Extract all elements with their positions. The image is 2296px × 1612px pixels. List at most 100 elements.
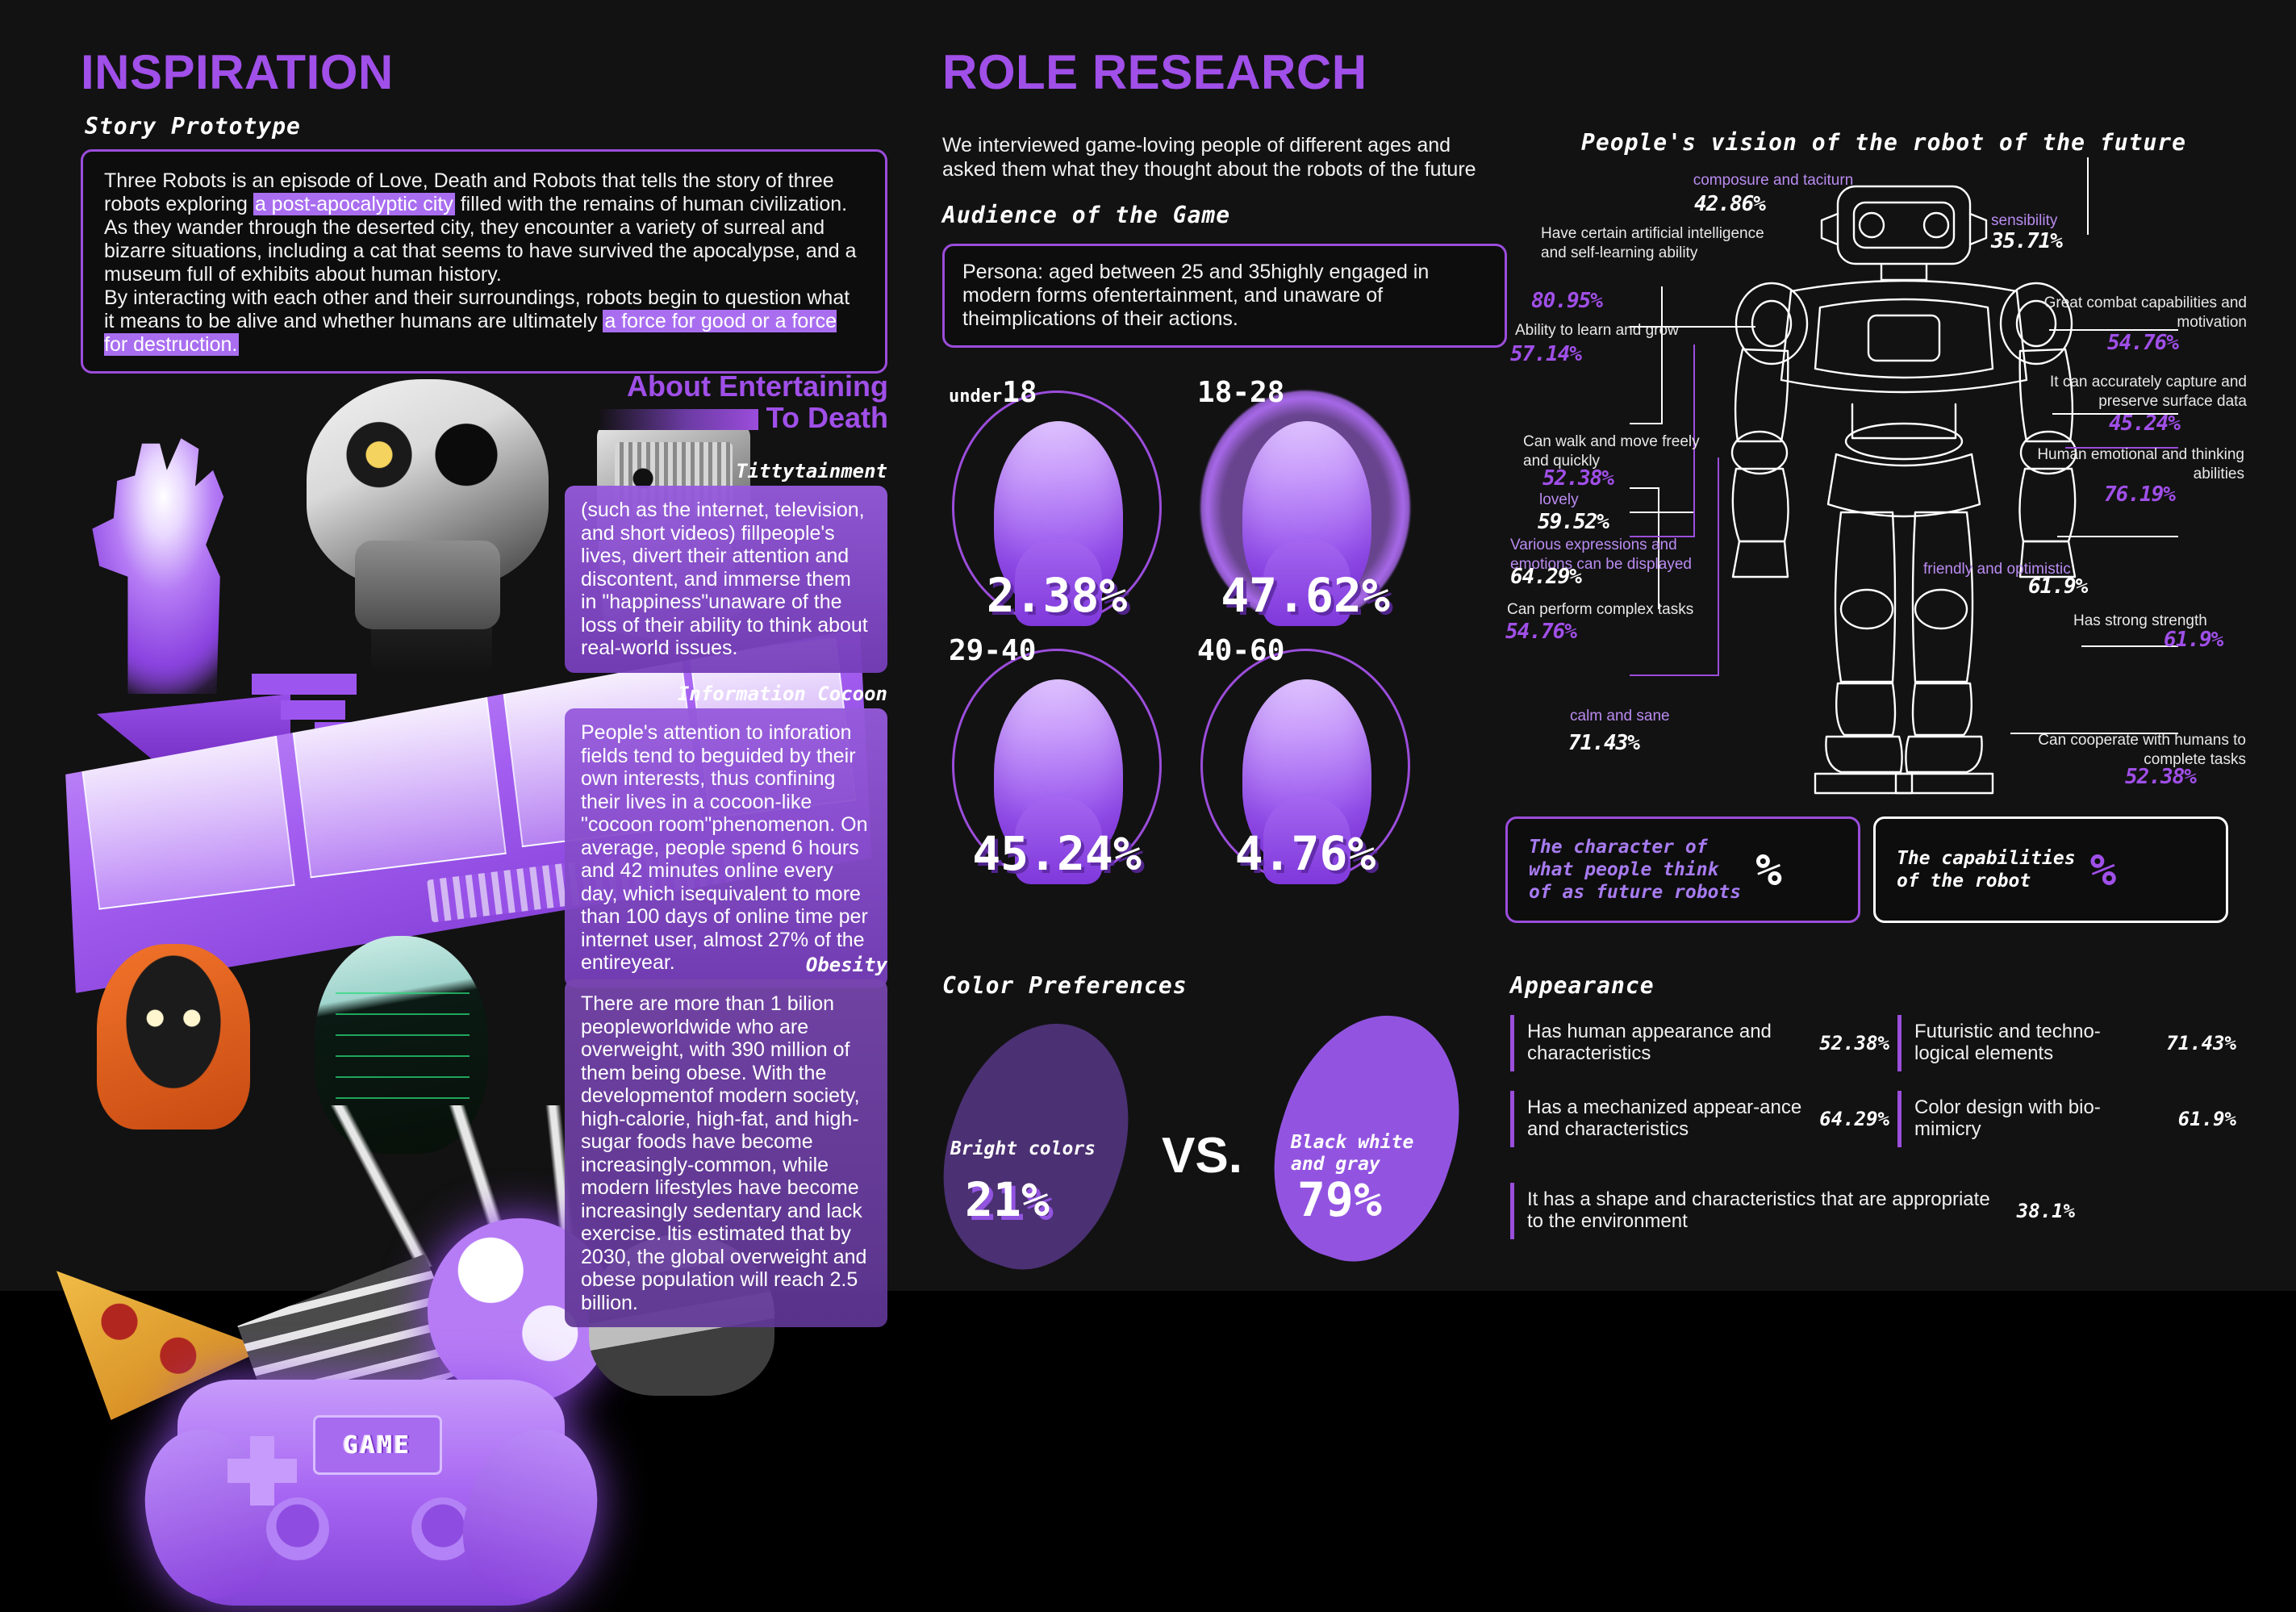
color-pref-left-value: 21% [965, 1172, 1050, 1227]
robot-diagram-illustration [1630, 157, 2178, 795]
age-group-label-29-40: 29-40 [949, 634, 1037, 667]
story-paragraph-2: By interacting with each other and their… [104, 286, 864, 357]
legend-character-line2: what people think [1529, 858, 1719, 880]
analog-stick-right [411, 1497, 474, 1560]
age-percentage-40-60: 4.76% [1234, 826, 1376, 881]
avatar [994, 421, 1123, 626]
robot-label-ability-to-learn-and-grow: Ability to learn and grow [1515, 322, 1679, 339]
age-group-18-28: 18-28 47.62% [1192, 376, 1418, 626]
age-value-18: 18 [1002, 376, 1037, 409]
age-group-label-40-60: 40-60 [1197, 634, 1285, 667]
robot-label-can-walk-and-move-freely: Can walk and move freely and quickly [1523, 433, 1700, 470]
robot-value-artificial-intelligence: 80.95% [1531, 289, 1603, 313]
robot-value-has-strong-strength: 61.9% [2164, 628, 2223, 652]
legend-capability-text: The capabilities of the robot [1897, 847, 2076, 892]
legend-capability-box: The capabilities of the robot % [1873, 816, 2228, 923]
robot-value-composure-and-taciturn: 42.86% [1694, 192, 1766, 216]
avatar [1242, 679, 1371, 884]
color-preferences-label: Color Preferences [942, 972, 1188, 999]
robot-value-ability-to-learn-and-grow: 57.14% [1510, 342, 1582, 366]
robot-value-can-walk-and-move-freely: 52.38% [1542, 466, 1614, 491]
legend-character-percent-symbol: % [1755, 844, 1782, 896]
infographic-canvas: INSPIRATION Story Prototype Three Robots… [0, 0, 2296, 1291]
story-p2-part-a: By interacting with each other and their… [104, 286, 850, 332]
pixel-block-1 [252, 674, 357, 695]
age-group-label-18-28: 18-28 [1197, 376, 1285, 409]
topic-label-information-cocoon: Information Cocoon [677, 683, 887, 705]
robot-label-human-emotional-thinking: Human emotional and thinking abilities [2037, 446, 2244, 482]
robot-value-combat-capabilities: 54.76% [2107, 331, 2179, 355]
controller-screen-label: GAME [313, 1415, 442, 1475]
color-pref-right-name: Black white and gray [1291, 1132, 1413, 1176]
topic-body-information-cocoon: People's attention to inforation fields … [565, 708, 887, 988]
pixel-block-2 [281, 700, 345, 720]
legend-character-line1: The character of [1529, 836, 1708, 858]
robot-value-can-perform-complex-tasks: 54.76% [1505, 620, 1577, 644]
age-percentage-18-28: 47.62% [1221, 568, 1390, 623]
appearance-label: Appearance [1510, 972, 1655, 999]
legend-character-line3: of as future robots [1529, 882, 1742, 904]
appearance-item-text: Color design with bio-mimicry [1914, 1096, 2101, 1140]
robot-label-lovely: lovely [1539, 491, 1579, 508]
face-hud-overlay [336, 992, 470, 1113]
appearance-item-value: 64.29% [1819, 1108, 1889, 1130]
robot-value-lovely: 59.52% [1538, 510, 1609, 534]
appearance-item: Has a mechanized appear-ance and charact… [1510, 1091, 1889, 1147]
robot-label-calm-and-sane: calm and sane [1570, 708, 1670, 725]
robot-label-sensibility: sensibility [1991, 212, 2058, 229]
appearance-item: Futuristic and techno-logical elements 7… [1897, 1015, 2236, 1071]
gradient-bar [596, 408, 758, 430]
age-prefix-under: under [949, 386, 1003, 407]
vision-of-robot-title: People's vision of the robot of the futu… [1581, 129, 2187, 156]
color-pref-left-name: Bright colors [950, 1138, 1096, 1159]
robot-value-human-emotional-thinking: 76.19% [2104, 482, 2176, 507]
legend-capability-percent-symbol: % [2089, 844, 2117, 896]
role-research-subtitle: We interviewed game-loving people of dif… [942, 134, 1476, 181]
robot-label-artificial-intelligence: Have certain artificial intelligence and… [1541, 225, 1764, 261]
age-percentage-under-18: 2.38% [986, 568, 1128, 623]
story-paragraph-1: Three Robots is an episode of Love, Deat… [104, 169, 864, 286]
robot-value-capture-surface-data: 45.24% [2109, 411, 2181, 436]
dpad-icon [228, 1436, 297, 1506]
robot-label-combat-capabilities: Great combat capabilities and motivation [2043, 294, 2247, 331]
game-controller-image: GAME [177, 1380, 565, 1606]
age-group-label-under-18: under18 [949, 376, 1037, 409]
appearance-item: It has a shape and characteristics that … [1510, 1183, 2075, 1239]
vs-label: VS. [1162, 1128, 1242, 1184]
color-preferences-chart: Bright colors 21% VS. Black white and gr… [916, 992, 1491, 1292]
appearance-item-value: 52.38% [1819, 1032, 1889, 1054]
appearance-item: Color design with bio-mimicry 61.9% [1897, 1091, 2236, 1147]
robot-label-various-expressions: Various expressions and emotions can be … [1510, 537, 1692, 573]
legend-capability-line1: The capabilities [1897, 847, 2076, 869]
persona-box: Persona: aged between 25 and 35highly en… [942, 244, 1507, 348]
robot-label-composure-and-taciturn: composure and taciturn [1693, 172, 1854, 189]
color-pref-right-name-l2: and gray [1291, 1154, 1380, 1176]
appearance-item: Has human appearance and characteristics… [1510, 1015, 1889, 1071]
appearance-item-text: Has human appearance and characteristics [1527, 1021, 1772, 1064]
avatar [994, 679, 1123, 884]
appearance-item-value: 38.1% [2016, 1200, 2075, 1222]
legend-character-box: The character of what people think of as… [1505, 816, 1860, 923]
robot-label-can-perform-complex-tasks: Can perform complex tasks [1507, 601, 1694, 618]
robot-value-various-expressions: 64.29% [1510, 565, 1582, 589]
topic-body-obesity: There are more than 1 bilion peopleworld… [565, 979, 887, 1327]
orange-robot-image [97, 944, 250, 1130]
story-prototype-box: Three Robots is an episode of Love, Deat… [81, 149, 887, 374]
age-group-40-60: 40-60 4.76% [1192, 634, 1418, 884]
topic-label-tittytainment: Tittytainment [736, 460, 887, 482]
persona-text: Persona: aged between 25 and 35highly en… [962, 261, 1430, 330]
story-p1-part-a: Three Robots is an episode of Love, Deat… [104, 169, 834, 215]
topic-label-obesity: Obesity [805, 954, 887, 976]
appearance-item-value: 61.9% [2177, 1108, 2236, 1130]
page-title-role-research: ROLE RESEARCH [942, 45, 1367, 99]
about-entertaining-line2: To Death [766, 400, 888, 434]
topic-body-tittytainment: (such as the internet, television, and s… [565, 486, 887, 673]
robot-label-cooperate-with-humans: Can cooperate with humans to complete ta… [2038, 732, 2246, 768]
legend-character-text: The character of what people think of as… [1529, 836, 1741, 904]
about-entertaining-line1: About Entertaining [627, 370, 888, 403]
appearance-item-value: 71.43% [2166, 1032, 2236, 1054]
age-group-29-40: 29-40 45.24% [944, 634, 1170, 884]
robot-label-friendly-and-optimistic: friendly and optimistic [1923, 561, 2071, 578]
analog-stick-left [266, 1497, 329, 1560]
avatar [1242, 421, 1371, 626]
